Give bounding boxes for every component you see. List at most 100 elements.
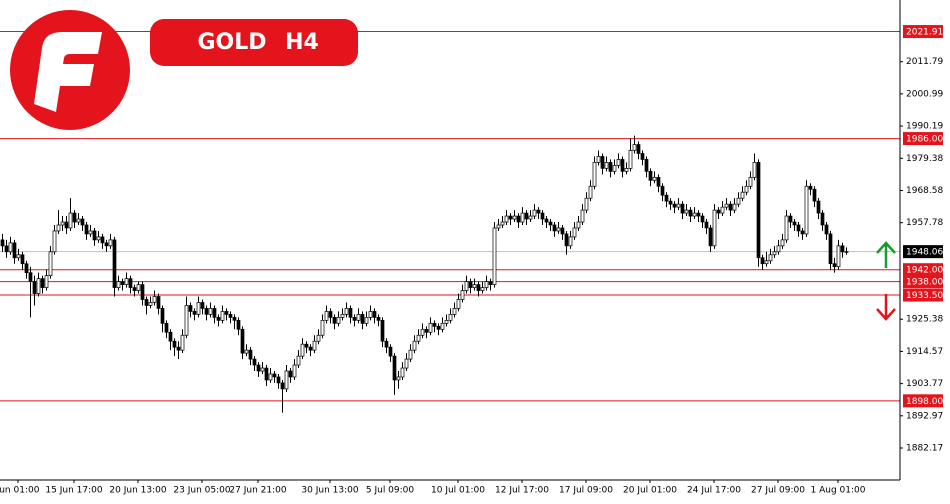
candle-body (652, 176, 657, 181)
candle-body (324, 311, 329, 321)
candle-body (320, 320, 325, 336)
level-label: 1898.00 (906, 397, 943, 407)
candle-body (792, 221, 797, 226)
candle-body (672, 203, 677, 208)
candle-body (596, 156, 601, 163)
candle-body (72, 212, 77, 223)
candle-body (44, 275, 49, 288)
level-label-box (903, 132, 943, 146)
candle-body (808, 185, 813, 190)
candle-body (24, 263, 29, 274)
candle-body (360, 314, 365, 324)
candle-body (428, 322, 433, 333)
candle-body (732, 203, 737, 211)
x-tick-label: 1 Aug 01:00 (811, 486, 866, 496)
x-tick-label: 5 Jul 09:00 (366, 486, 415, 496)
candle-body (284, 370, 289, 390)
y-tick-label: 1903.77 (906, 379, 943, 389)
candle-body (780, 239, 785, 247)
candle-body (364, 317, 369, 324)
candle-body (132, 287, 137, 291)
candle-body (568, 236, 573, 247)
candle-body (288, 370, 293, 378)
candle-body (740, 191, 745, 199)
candle-body (252, 358, 257, 366)
candle-body (196, 302, 201, 315)
chart-layer (0, 31, 900, 402)
candle-body (16, 254, 21, 259)
candle-body (392, 355, 397, 381)
candle-body (368, 311, 373, 318)
current-price-label-box (903, 245, 943, 259)
candle-body (472, 284, 477, 288)
candle-body (184, 305, 189, 336)
candle-body (764, 260, 769, 265)
down-arrow (876, 294, 896, 321)
candle-body (464, 281, 469, 291)
candle-body (420, 328, 425, 336)
candle-body (108, 239, 113, 247)
x-tick-label: 20 Jun 13:00 (109, 486, 166, 496)
candle-body (172, 340, 177, 348)
candle-body (512, 215, 517, 220)
candle-body (676, 203, 681, 208)
candle-body (92, 230, 97, 241)
candle-body (744, 185, 749, 193)
candle-body (56, 224, 61, 232)
candle-body (440, 322, 445, 330)
candle-body (736, 197, 741, 205)
candle-body (664, 194, 669, 202)
candle-body (372, 311, 377, 318)
candle-body (168, 331, 173, 342)
candle-body (456, 299, 461, 309)
candle-body (20, 254, 25, 265)
x-tick-label: 24 Jul 17:00 (687, 486, 741, 496)
candle-body (452, 308, 457, 315)
candle-body (60, 221, 65, 226)
candle-body (844, 251, 849, 253)
candle-body (484, 281, 489, 288)
y-tick-label: 1990.19 (906, 122, 943, 132)
level-label-box (903, 25, 943, 39)
candle-body (68, 212, 73, 229)
candle-body (640, 153, 645, 160)
candle-body (572, 227, 577, 238)
candle-body (96, 236, 101, 241)
candle-body (636, 144, 641, 154)
candle-body (584, 197, 589, 211)
candle-body (348, 308, 353, 318)
candle-body (468, 281, 473, 288)
candle-body (704, 221, 709, 229)
candle-body (828, 233, 833, 265)
candle-body (232, 317, 237, 321)
candle-body (448, 314, 453, 321)
candle-body (564, 233, 569, 247)
candle-body (380, 320, 385, 342)
symbol: GOLD (197, 30, 266, 55)
candle-body (236, 320, 241, 330)
candle-body (352, 317, 357, 321)
y-tick-label: 2011.79 (906, 57, 943, 67)
candle-body (816, 200, 821, 214)
candle-body (104, 242, 109, 247)
candle-body (292, 364, 297, 378)
title-box (150, 19, 358, 66)
candle-body (700, 215, 705, 223)
candle-body (616, 159, 621, 166)
candle-body (208, 308, 213, 315)
x-tick-label: 10 Jul 01:00 (431, 486, 485, 496)
candle-body (716, 209, 721, 214)
candle-body (268, 373, 273, 381)
candle-body (176, 346, 181, 351)
candle-body (500, 221, 505, 226)
candle-body (200, 302, 205, 309)
candle-body (696, 212, 701, 217)
candle-body (772, 251, 777, 256)
candle-body (560, 227, 565, 235)
candle-body (4, 245, 9, 253)
candle-body (688, 209, 693, 217)
candle-body (136, 284, 141, 291)
candle-body (592, 162, 597, 187)
candle-body (120, 281, 125, 285)
